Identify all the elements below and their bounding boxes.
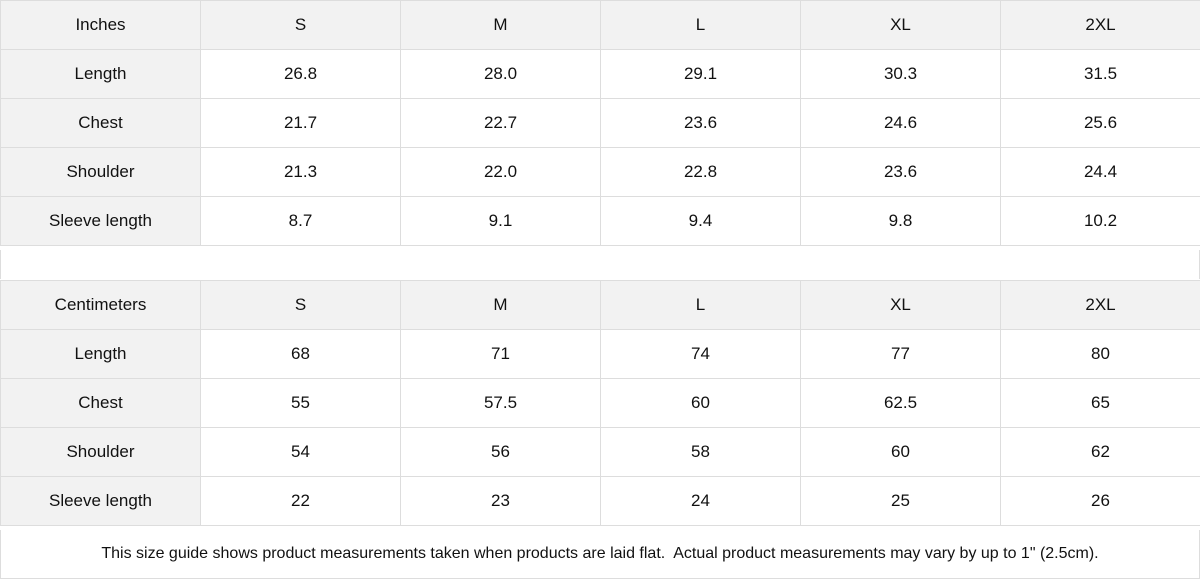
measurement-value: 68 [200, 329, 401, 379]
measurement-label: Length [0, 49, 201, 99]
measurement-value: 56 [400, 427, 601, 477]
size-guide-note: This size guide shows product measuremen… [0, 530, 1200, 579]
measurement-label: Chest [0, 378, 201, 428]
measurement-value: 10.2 [1000, 196, 1200, 246]
size-header: XL [800, 0, 1001, 50]
table-row: Shoulder 21.3 22.0 22.8 23.6 24.4 [0, 147, 1200, 197]
measurement-value: 65 [1000, 378, 1200, 428]
measurement-value: 74 [600, 329, 801, 379]
measurement-value: 24.4 [1000, 147, 1200, 197]
measurement-value: 9.4 [600, 196, 801, 246]
measurement-value: 62 [1000, 427, 1200, 477]
measurement-value: 23.6 [600, 98, 801, 148]
measurement-value: 62.5 [800, 378, 1001, 428]
measurement-label: Shoulder [0, 427, 201, 477]
unit-label: Centimeters [0, 280, 201, 330]
measurement-value: 23.6 [800, 147, 1001, 197]
table-row: Chest 21.7 22.7 23.6 24.6 25.6 [0, 98, 1200, 148]
size-header: M [400, 280, 601, 330]
inches-size-table: Inches S M L XL 2XL Length 26.8 28.0 29.1 30.3 31.5… [0, 0, 1200, 246]
measurement-value: 24 [600, 476, 801, 526]
measurement-value: 9.8 [800, 196, 1001, 246]
table-row: Sleeve length 8.7 9.1 9.4 9.8 10.2 [0, 196, 1200, 246]
measurement-value: 26 [1000, 476, 1200, 526]
measurement-value: 60 [800, 427, 1001, 477]
measurement-label: Length [0, 329, 201, 379]
table-row: Length 26.8 28.0 29.1 30.3 31.5 [0, 49, 1200, 99]
centimeters-size-table: Centimeters S M L XL 2XL Length 68 71 74 77 80 Chest… [0, 280, 1200, 526]
measurement-value: 57.5 [400, 378, 601, 428]
size-header: XL [800, 280, 1001, 330]
measurement-label: Shoulder [0, 147, 201, 197]
table-row: Shoulder 54 56 58 60 62 [0, 427, 1200, 477]
measurement-label: Sleeve length [0, 196, 201, 246]
size-header: S [200, 280, 401, 330]
header-row: Centimeters S M L XL 2XL [0, 280, 1200, 330]
measurement-value: 71 [400, 329, 601, 379]
measurement-value: 25.6 [1000, 98, 1200, 148]
size-header: S [200, 0, 401, 50]
size-header: 2XL [1000, 0, 1200, 50]
measurement-value: 29.1 [600, 49, 801, 99]
measurement-value: 54 [200, 427, 401, 477]
measurement-value: 21.7 [200, 98, 401, 148]
measurement-value: 30.3 [800, 49, 1001, 99]
measurement-value: 24.6 [800, 98, 1001, 148]
unit-label: Inches [0, 0, 201, 50]
measurement-value: 31.5 [1000, 49, 1200, 99]
measurement-value: 9.1 [400, 196, 601, 246]
measurement-value: 22.0 [400, 147, 601, 197]
table-spacer [0, 250, 1200, 279]
measurement-value: 55 [200, 378, 401, 428]
size-header: L [600, 0, 801, 50]
measurement-value: 21.3 [200, 147, 401, 197]
measurement-value: 77 [800, 329, 1001, 379]
table-row: Length 68 71 74 77 80 [0, 329, 1200, 379]
measurement-value: 60 [600, 378, 801, 428]
size-header: 2XL [1000, 280, 1200, 330]
table-row: Sleeve length 22 23 24 25 26 [0, 476, 1200, 526]
header-row: Inches S M L XL 2XL [0, 0, 1200, 50]
measurement-value: 23 [400, 476, 601, 526]
measurement-value: 80 [1000, 329, 1200, 379]
measurement-value: 28.0 [400, 49, 601, 99]
size-header: L [600, 280, 801, 330]
measurement-value: 25 [800, 476, 1001, 526]
measurement-value: 8.7 [200, 196, 401, 246]
measurement-label: Sleeve length [0, 476, 201, 526]
measurement-label: Chest [0, 98, 201, 148]
measurement-value: 22 [200, 476, 401, 526]
measurement-value: 26.8 [200, 49, 401, 99]
measurement-value: 22.8 [600, 147, 801, 197]
measurement-value: 58 [600, 427, 801, 477]
measurement-value: 22.7 [400, 98, 601, 148]
table-row: Chest 55 57.5 60 62.5 65 [0, 378, 1200, 428]
size-header: M [400, 0, 601, 50]
